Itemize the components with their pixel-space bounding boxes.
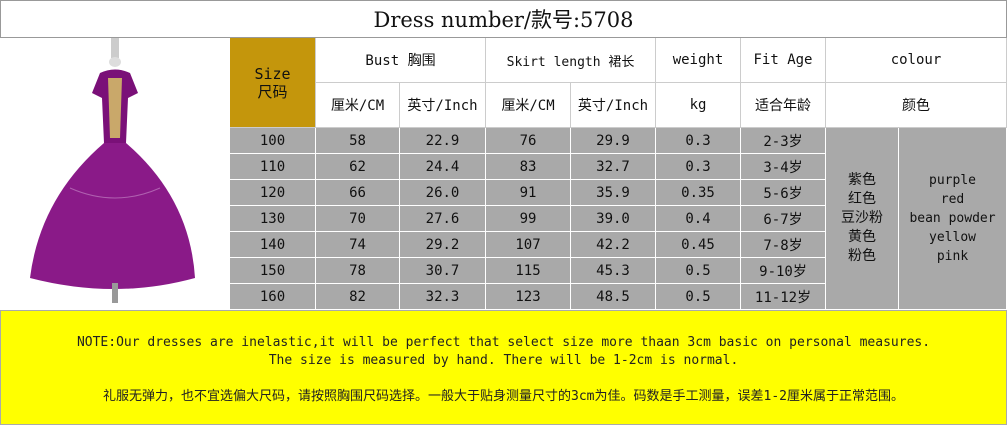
- colour-option: red: [940, 192, 965, 207]
- note-line-1: NOTE:Our dresses are inelastic,it will b…: [76, 335, 931, 350]
- table-cell: 0.45: [656, 232, 741, 258]
- table-cell: 82: [316, 284, 400, 310]
- size-header: Size 尺码: [230, 38, 316, 128]
- table-cell: 160: [230, 284, 316, 310]
- colour-option: 豆沙粉: [841, 210, 883, 226]
- table-cell: 0.3: [656, 154, 741, 180]
- colour-option: 红色: [848, 191, 876, 207]
- table-cell: 5-6岁: [741, 180, 826, 206]
- colour-option: pink: [936, 249, 969, 264]
- table-cell: 83: [486, 154, 571, 180]
- table-cell: 9-10岁: [741, 258, 826, 284]
- table-cell: 130: [230, 206, 316, 232]
- colours-en: purple red bean powder yellow pink: [899, 128, 1007, 310]
- skirt-inch-header: 英寸/Inch: [571, 83, 656, 128]
- table-cell: 107: [486, 232, 571, 258]
- table-cell: 78: [316, 258, 400, 284]
- bust-inch-header: 英寸/Inch: [400, 83, 486, 128]
- colour-cn-header: 颜色: [826, 83, 1007, 128]
- page-title: Dress number/款号:5708: [0, 0, 1007, 38]
- note-line-2: The size is measured by hand. There will…: [268, 353, 739, 368]
- skirt-cm-header: 厘米/CM: [486, 83, 571, 128]
- table-cell: 100: [230, 128, 316, 154]
- colour-option: 黄色: [848, 229, 876, 245]
- size-label-en: Size: [254, 64, 291, 83]
- table-cell: 45.3: [571, 258, 656, 284]
- bust-cm-header: 厘米/CM: [316, 83, 400, 128]
- colours-cn: 紫色红色豆沙粉黄色粉色: [826, 128, 899, 310]
- table-cell: 2-3岁: [741, 128, 826, 154]
- age-cn-header: 适合年龄: [741, 83, 826, 128]
- table-cell: 58: [316, 128, 400, 154]
- note-line-3: 礼服无弹力，也不宜选偏大尺码，请按照胸围尺码选择。一般大于贴身测量尺寸的3cm为…: [103, 389, 904, 404]
- table-cell: 26.0: [400, 180, 486, 206]
- table-cell: 48.5: [571, 284, 656, 310]
- dress-image: [0, 38, 230, 310]
- table-cell: 140: [230, 232, 316, 258]
- bust-header: Bust 胸围: [316, 38, 486, 83]
- table-cell: 0.4: [656, 206, 741, 232]
- table-cell: 76: [486, 128, 571, 154]
- table-cell: 29.9: [571, 128, 656, 154]
- table-cell: 42.2: [571, 232, 656, 258]
- table-cell: 32.3: [400, 284, 486, 310]
- table-cell: 120: [230, 180, 316, 206]
- colour-option: yellow: [929, 230, 976, 245]
- table-cell: 29.2: [400, 232, 486, 258]
- colour-option: bean powder: [909, 211, 996, 226]
- table-cell: 70: [316, 206, 400, 232]
- table-cell: 123: [486, 284, 571, 310]
- table-cell: 150: [230, 258, 316, 284]
- table-cell: 6-7岁: [741, 206, 826, 232]
- table-cell: 99: [486, 206, 571, 232]
- table-cell: 22.9: [400, 128, 486, 154]
- colour-header: colour: [826, 38, 1007, 83]
- skirt-header: Skirt length 裙长: [486, 38, 656, 83]
- size-label-cn: 尺码: [257, 82, 288, 101]
- table-cell: 0.5: [656, 258, 741, 284]
- table-cell: 32.7: [571, 154, 656, 180]
- size-table: Size 尺码 Bust 胸围 Skirt length 裙长 weight Fi…: [230, 38, 1007, 310]
- weight-header: weight: [656, 38, 741, 83]
- table-cell: 0.3: [656, 128, 741, 154]
- note-box: NOTE:Our dresses are inelastic,it will b…: [0, 310, 1007, 425]
- table-cell: 35.9: [571, 180, 656, 206]
- colour-option: 粉色: [848, 248, 876, 264]
- table-cell: 0.35: [656, 180, 741, 206]
- table-cell: 24.4: [400, 154, 486, 180]
- table-cell: 110: [230, 154, 316, 180]
- kg-header: kg: [656, 83, 741, 128]
- table-cell: 62: [316, 154, 400, 180]
- table-cell: 7-8岁: [741, 232, 826, 258]
- table-cell: 39.0: [571, 206, 656, 232]
- table-cell: 11-12岁: [741, 284, 826, 310]
- colour-option: 紫色: [848, 172, 876, 188]
- table-cell: 0.5: [656, 284, 741, 310]
- fit-age-header: Fit Age: [741, 38, 826, 83]
- table-cell: 3-4岁: [741, 154, 826, 180]
- table-cell: 91: [486, 180, 571, 206]
- table-cell: 27.6: [400, 206, 486, 232]
- colour-option: purple: [929, 173, 976, 188]
- table-cell: 30.7: [400, 258, 486, 284]
- table-cell: 66: [316, 180, 400, 206]
- table-cell: 115: [486, 258, 571, 284]
- table-cell: 74: [316, 232, 400, 258]
